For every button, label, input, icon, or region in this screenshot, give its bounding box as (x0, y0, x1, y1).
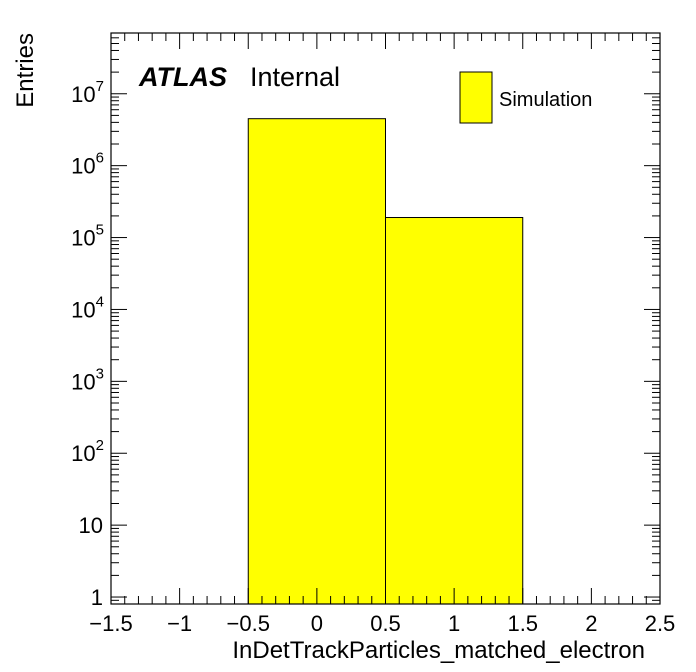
atlas-label: ATLAS (138, 62, 227, 92)
x-axis-title: InDetTrackParticles_matched_electron (232, 637, 645, 664)
y-tick-label: 106 (71, 150, 104, 179)
legend-swatch (459, 71, 493, 124)
y-tick-labels: 1 10 102 103 104 105 106 107 (71, 78, 104, 610)
histogram-bars (247, 118, 524, 605)
legend-label: Simulation (499, 89, 592, 111)
histogram-bin-1 (385, 217, 524, 605)
x-tick-labels: −1.5 −1 −0.5 0 0.5 1 1.5 2 2.5 (89, 611, 675, 636)
x-tick-label: −1.5 (89, 611, 132, 636)
y-tick-label: 104 (71, 293, 104, 322)
y-tick-label: 1 (91, 585, 103, 610)
y-tick-label: 107 (71, 78, 104, 107)
internal-label: Internal (250, 62, 340, 92)
x-tick-label: 0.5 (370, 611, 401, 636)
y-axis-title: Entries (12, 33, 39, 108)
y-tick-label: 105 (71, 222, 104, 251)
y-tick-label: 103 (71, 365, 104, 394)
x-tick-label: 1.5 (507, 611, 538, 636)
x-tick-label: 1 (448, 611, 460, 636)
legend: Simulation (459, 71, 592, 124)
y-tick-label: 102 (71, 437, 104, 466)
x-tick-label: −0.5 (227, 611, 270, 636)
x-tick-label: 2 (585, 611, 597, 636)
axis-ticks (110, 32, 661, 605)
y-tick-label: 10 (79, 513, 103, 538)
x-tick-label: 2.5 (645, 611, 676, 636)
x-tick-label: 0 (311, 611, 323, 636)
histogram-bin-0 (247, 118, 386, 605)
x-tick-label: −1 (167, 611, 192, 636)
